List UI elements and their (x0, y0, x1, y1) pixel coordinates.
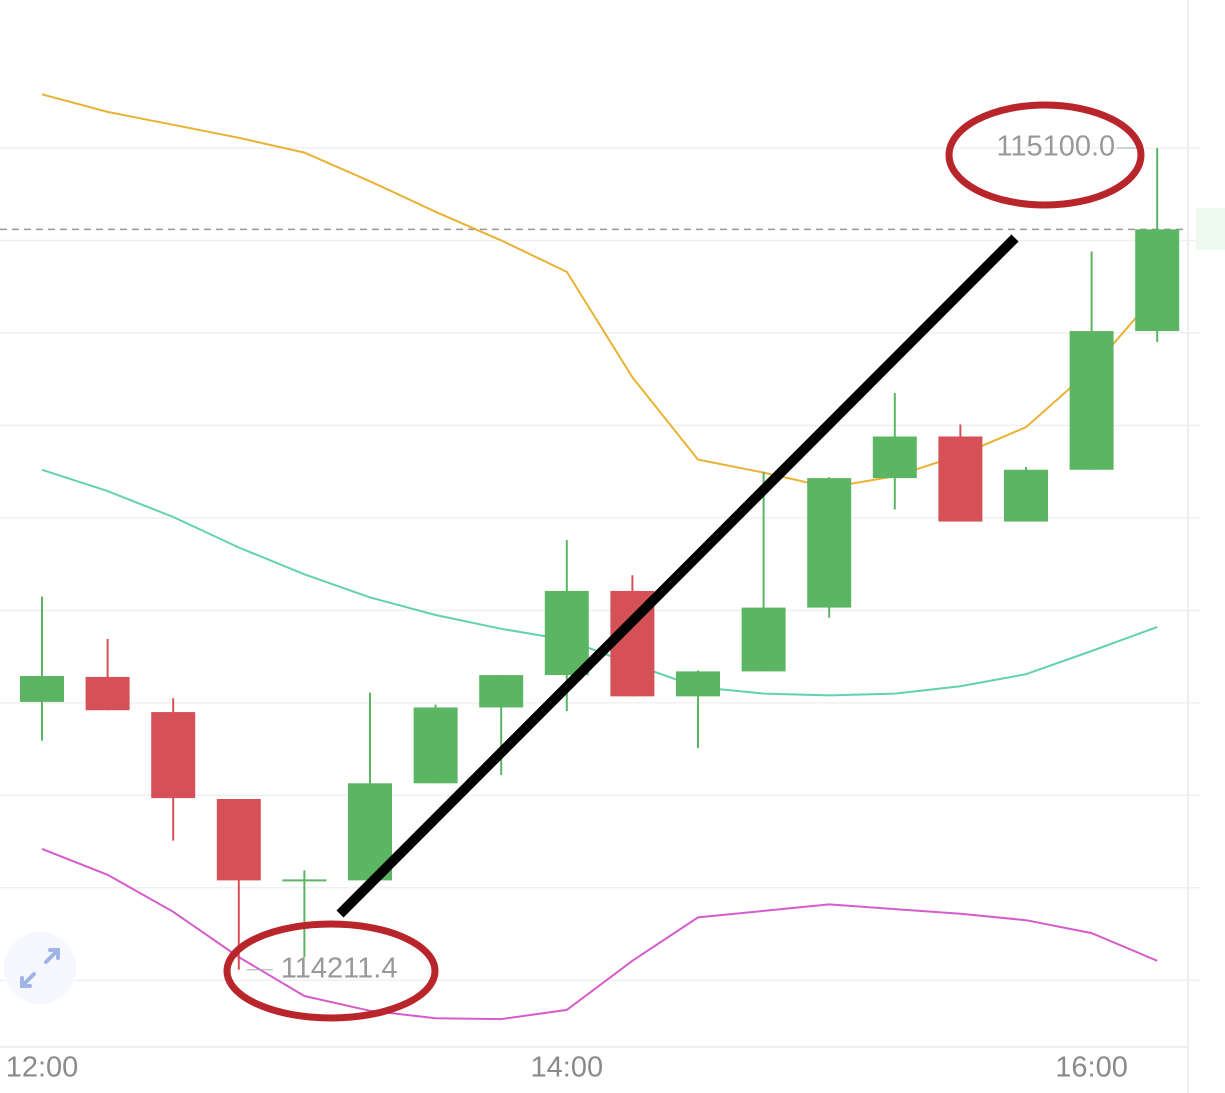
price-tag (1196, 208, 1225, 250)
grid (0, 147, 1200, 982)
candle-body (85, 676, 130, 711)
highlight-ellipse (945, 101, 1145, 209)
candle-body (741, 607, 786, 672)
candle-body (872, 436, 917, 479)
candle-body (151, 712, 196, 799)
band-line (41, 93, 1158, 489)
candle-body (20, 676, 64, 702)
candle-body (807, 478, 852, 608)
x-tick-label: 16:00 (1055, 1052, 1128, 1084)
high-label: 115100.0 (996, 131, 1115, 163)
expand-button-bg[interactable] (4, 932, 76, 1004)
bands (41, 93, 1158, 1021)
band-line (41, 847, 1158, 1021)
trend-annotation (336, 234, 1019, 918)
candle-body (676, 671, 720, 697)
expand-icon[interactable] (20, 948, 60, 988)
band-line (41, 468, 1158, 697)
candle-body (1135, 229, 1180, 332)
candle-body (938, 436, 983, 522)
candles (20, 147, 1180, 970)
x-tick-label: 14:00 (531, 1052, 604, 1084)
expand-button[interactable] (4, 932, 76, 1004)
highlight-ellipse (223, 920, 439, 1022)
x-tick-label: 12:00 (6, 1052, 79, 1084)
candle-body (1069, 331, 1114, 470)
candle-body (544, 590, 589, 676)
candle-body (282, 879, 327, 882)
candle-body (1004, 469, 1048, 522)
candle-body (413, 707, 458, 784)
candle-body (216, 799, 261, 881)
candle-body (479, 675, 524, 708)
low-label: 114211.4 (281, 952, 398, 984)
labels: 12:00 14:00 16:00 114211.4 115100.0 (6, 131, 1138, 1084)
